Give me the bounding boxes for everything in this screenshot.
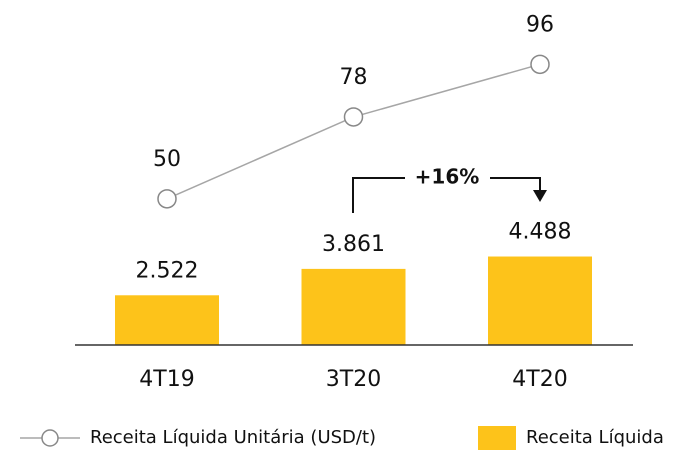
- bracket-arrow: [533, 190, 547, 202]
- legend-label: Receita Líquida Unitária (USD/t): [90, 427, 376, 448]
- legend-marker: [41, 429, 59, 447]
- line-marker: [530, 54, 550, 75]
- line-value-label: 78: [340, 65, 368, 90]
- annotation-bracket: [352, 177, 541, 213]
- line-value-label: 96: [526, 12, 554, 37]
- bar: [301, 268, 406, 345]
- x-tick-label: 4T20: [512, 367, 567, 392]
- x-tick-label: 4T19: [139, 367, 194, 392]
- bracket-right: [490, 177, 541, 192]
- bar: [115, 295, 219, 345]
- bar-value-label: 3.861: [322, 232, 385, 257]
- line-marker: [343, 107, 364, 127]
- bracket-left: [352, 177, 405, 213]
- line-value-label: 50: [153, 147, 181, 172]
- bar-value-label: 4.488: [509, 220, 572, 245]
- bar-value-label: 2.522: [136, 258, 199, 283]
- annotation: +16%: [415, 165, 480, 189]
- legend-label: Receita Líquida: [526, 427, 664, 448]
- x-tick-label: 3T20: [326, 367, 381, 392]
- line-marker: [157, 189, 177, 209]
- bar: [488, 256, 592, 345]
- legend-swatch: [478, 426, 516, 450]
